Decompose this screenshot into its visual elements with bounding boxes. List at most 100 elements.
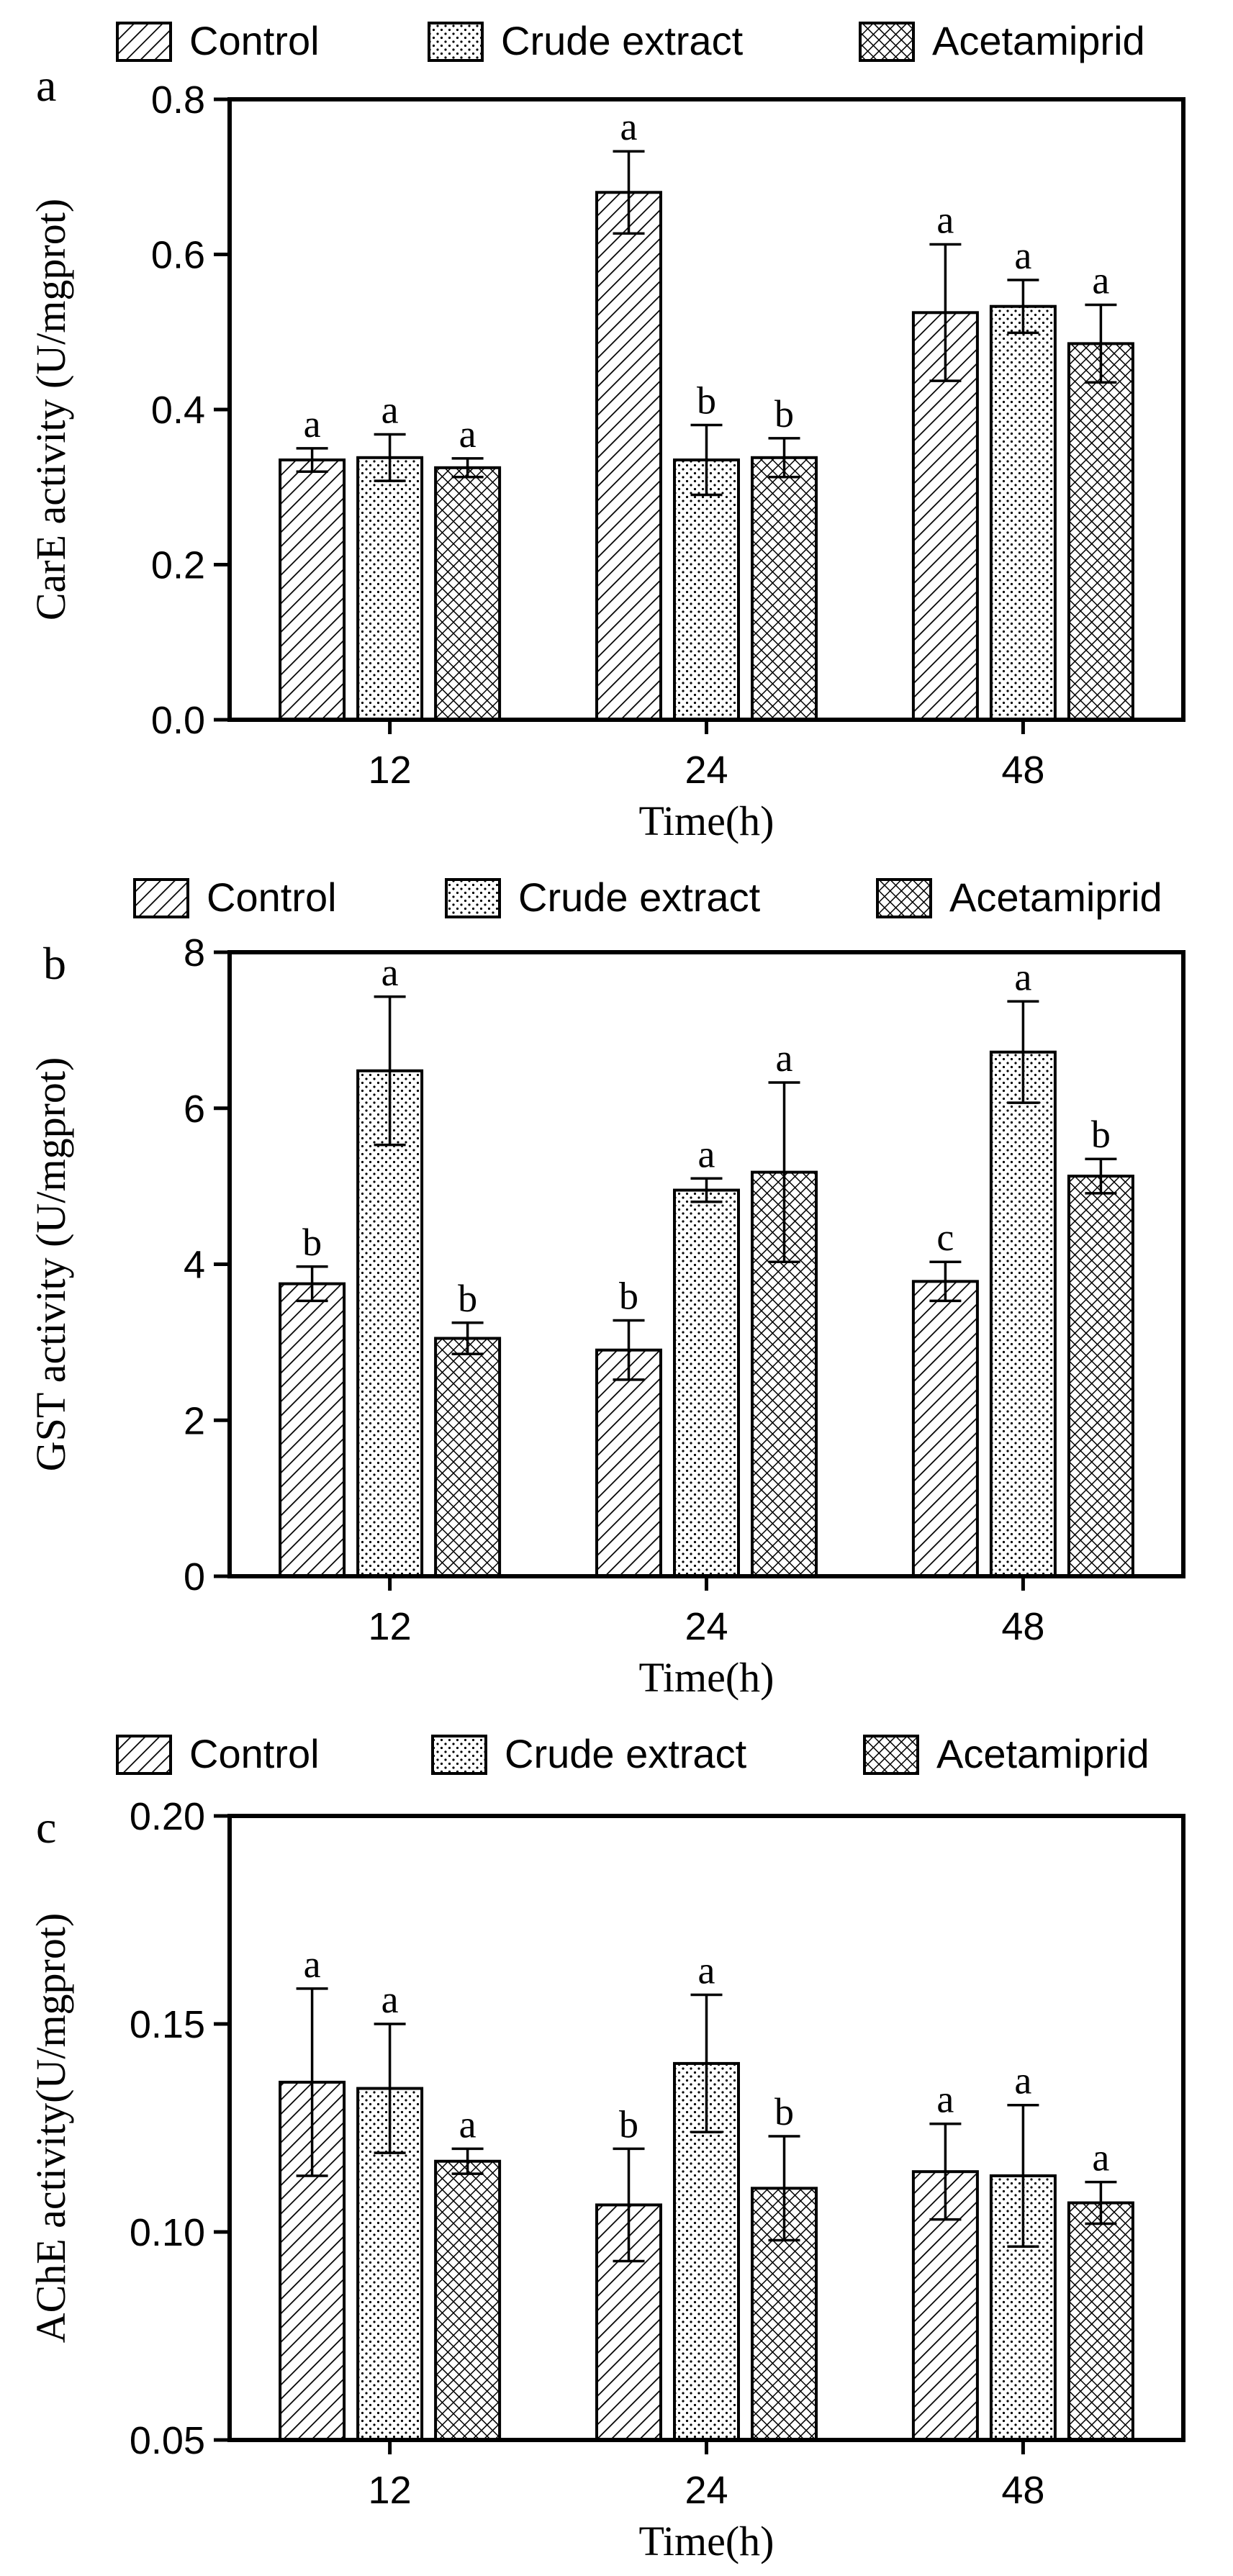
significance-letter: a (459, 2102, 477, 2146)
bar-dots-12 (356, 456, 424, 721)
panel-label: c (36, 1802, 56, 1853)
bar-dots-48 (989, 304, 1057, 721)
bar-diagonal-12 (279, 1282, 346, 1578)
x-tick-label: 24 (685, 1605, 728, 1648)
legend-swatch-diagonal (133, 878, 189, 918)
significance-letter: a (1092, 259, 1109, 302)
bar-crosshatch-48 (1067, 2201, 1134, 2442)
bar-dots-12 (356, 1069, 424, 1578)
legend-swatch-crosshatch (863, 1735, 919, 1775)
bar-dots-48 (989, 1050, 1057, 1578)
bar-dots-24 (673, 458, 740, 721)
significance-letter: a (381, 388, 399, 431)
y-tick-label: 0.4 (151, 389, 205, 432)
significance-letter: a (1014, 234, 1031, 277)
legend-label: Control (189, 1731, 320, 1776)
y-axis-title: GST activity (U/mgprot) (27, 1057, 74, 1472)
plot-frame (227, 1814, 1185, 2442)
legend-label: Acetamiprid (932, 18, 1145, 63)
x-tick-label: 48 (1001, 2469, 1044, 2512)
chart-panel-c: Control Crude extract Acetamiprid c a a a 12 b a b… (27, 1731, 1185, 2564)
x-tick-label: 24 (685, 2469, 728, 2512)
significance-letter: a (1014, 2059, 1031, 2102)
bar-crosshatch-24 (751, 456, 818, 721)
significance-letter: b (1091, 1113, 1111, 1156)
plot-frame (227, 97, 1185, 722)
significance-letter: a (1014, 955, 1031, 998)
x-axis-title: Time(h) (639, 797, 774, 844)
significance-letter: a (936, 198, 954, 241)
y-tick-label: 2 (184, 1399, 205, 1442)
bar-crosshatch-24 (751, 1170, 818, 1578)
bar-crosshatch-48 (1067, 1175, 1134, 1578)
y-tick-label: 0.20 (130, 1795, 205, 1838)
significance-letter: c (936, 1216, 954, 1259)
significance-letter: a (381, 1978, 399, 2021)
legend-swatch-crosshatch (876, 878, 932, 918)
legend-swatch-diagonal (116, 22, 172, 62)
bar-dots-24 (673, 1188, 740, 1578)
chart-panel-a: Control Crude extract Acetamiprid a a a a 12 a b b… (27, 18, 1185, 844)
significance-letter: b (697, 379, 716, 422)
bar-diagonal-12 (279, 458, 346, 721)
y-axis-title: CarE activity (U/mgprot) (27, 199, 74, 620)
x-tick-label: 24 (685, 749, 728, 792)
legend-swatch-dots (445, 878, 501, 918)
y-tick-label: 0.05 (130, 2419, 205, 2462)
legend-label: Control (189, 18, 320, 63)
plot-frame (227, 950, 1185, 1578)
y-tick-label: 0.8 (151, 78, 205, 122)
significance-letter: a (698, 1132, 715, 1175)
legend-swatch-diagonal (116, 1735, 172, 1775)
panel-label: b (43, 938, 66, 989)
significance-letter: a (936, 2078, 954, 2121)
significance-letter: b (774, 392, 794, 435)
bar-crosshatch-12 (434, 1337, 502, 1578)
bar-crosshatch-48 (1067, 342, 1134, 722)
x-axis-title: Time(h) (639, 1654, 774, 1701)
y-axis-title: AChE activity(U/mgprot) (27, 1913, 74, 2344)
significance-letter: a (381, 951, 399, 994)
y-tick-label: 0 (184, 1555, 205, 1599)
significance-letter: a (1092, 2136, 1109, 2179)
bar-crosshatch-12 (434, 2159, 502, 2441)
chart-panel-b: Control Crude extract Acetamiprid b b a b 12 b a a… (27, 875, 1185, 1701)
legend-label: Control (207, 875, 337, 920)
significance-letter: a (304, 402, 321, 446)
significance-letter: b (619, 2102, 638, 2146)
y-tick-label: 0.15 (130, 2003, 205, 2046)
panel-label: a (36, 60, 56, 111)
bar-diagonal-24 (595, 191, 662, 721)
significance-letter: b (458, 1277, 477, 1320)
significance-letter: a (304, 1943, 321, 1986)
bar-diagonal-48 (911, 1280, 979, 1578)
significance-letter: a (776, 1036, 793, 1080)
y-tick-label: 4 (184, 1244, 205, 1287)
bar-diagonal-24 (595, 1348, 662, 1578)
legend-label: Crude extract (518, 875, 761, 920)
y-tick-label: 0.2 (151, 544, 205, 587)
legend-swatch-dots (428, 22, 484, 62)
x-tick-label: 48 (1001, 1605, 1044, 1648)
significance-letter: b (302, 1221, 322, 1264)
significance-letter: a (698, 1949, 715, 1992)
x-tick-label: 12 (369, 2469, 412, 2512)
significance-letter: b (774, 2090, 794, 2133)
y-tick-label: 0.0 (151, 699, 205, 742)
legend-label: Crude extract (505, 1731, 747, 1776)
y-tick-label: 0.10 (130, 2211, 205, 2254)
y-tick-label: 0.6 (151, 234, 205, 277)
bar-crosshatch-12 (434, 466, 502, 721)
significance-letter: b (619, 1275, 638, 1318)
legend-label: Acetamiprid (949, 875, 1162, 920)
legend-swatch-crosshatch (859, 22, 915, 62)
significance-letter: a (459, 412, 477, 456)
y-tick-label: 6 (184, 1088, 205, 1131)
significance-letter: a (620, 105, 638, 148)
legend-label: Crude extract (501, 18, 744, 63)
x-tick-label: 12 (369, 1605, 412, 1648)
x-tick-label: 12 (369, 749, 412, 792)
legend-label: Acetamiprid (936, 1731, 1150, 1776)
y-tick-label: 8 (184, 931, 205, 975)
